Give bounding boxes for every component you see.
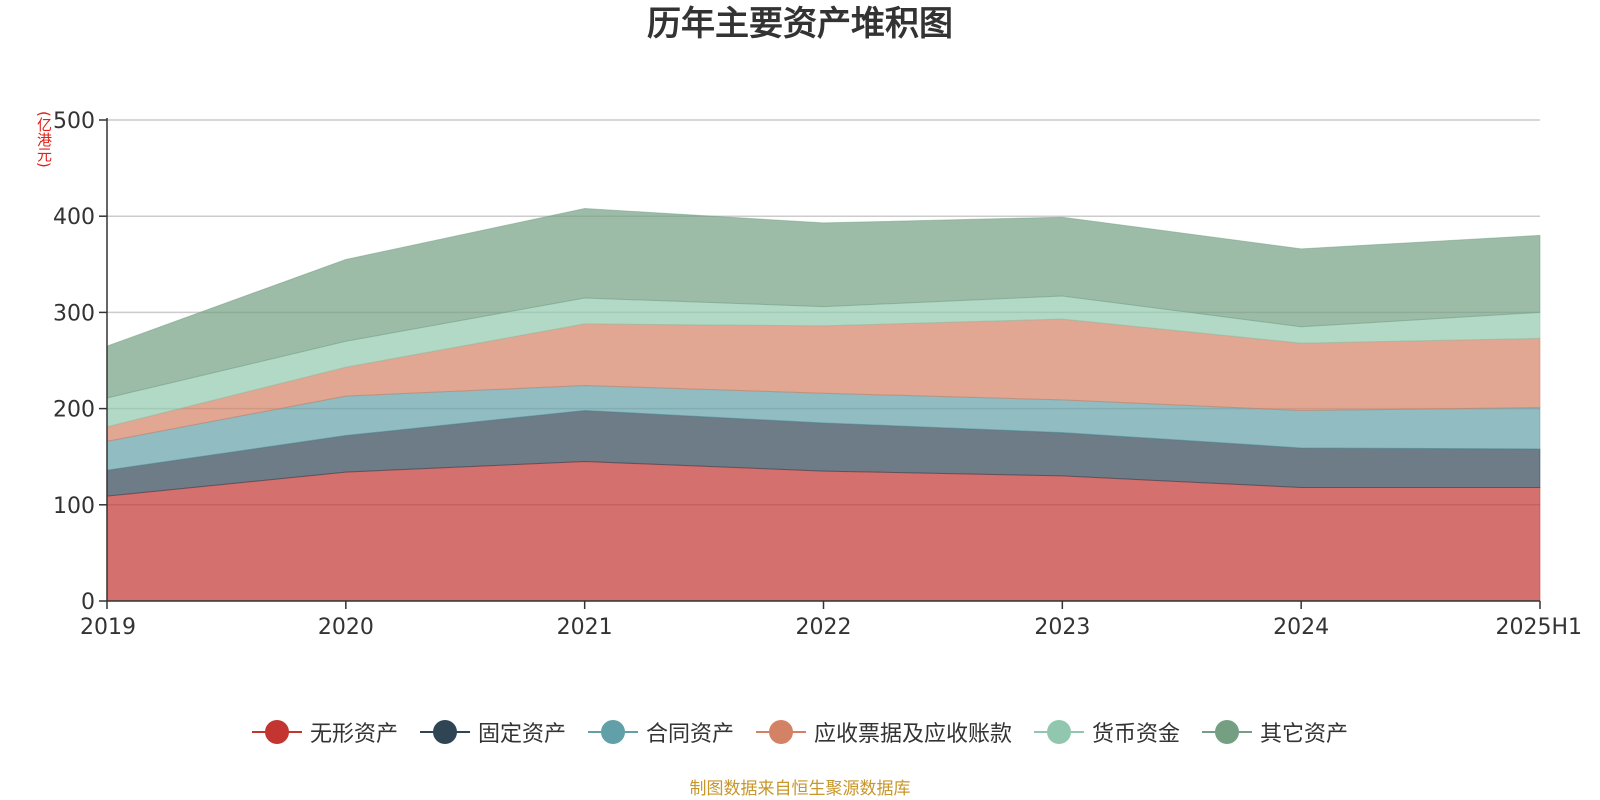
area-series-group xyxy=(106,207,1541,602)
x-tick-label-5: 2024 xyxy=(1273,615,1329,640)
legend-item-4[interactable]: 货币资金 xyxy=(1034,716,1180,748)
legend-marker-icon xyxy=(756,719,806,745)
legend-marker-icon xyxy=(251,719,302,745)
x-tick-label-6: 2025H1 xyxy=(1495,615,1582,640)
chart-title: 历年主要资产堆积图 xyxy=(647,4,953,44)
legend-marker-dot xyxy=(1215,720,1240,744)
legend-label: 合同资产 xyxy=(645,722,734,747)
x-tick-label-0: 2019 xyxy=(80,615,136,640)
legend-item-1[interactable]: 固定资产 xyxy=(419,716,566,748)
x-tick-label-2: 2021 xyxy=(557,615,613,640)
y-tick-label-4: 400 xyxy=(53,205,95,230)
legend-marker-icon xyxy=(419,719,470,745)
legend-marker-icon xyxy=(1202,719,1253,745)
legend-label: 固定资产 xyxy=(477,722,566,747)
legend-marker-icon xyxy=(587,719,638,745)
y-tick-label-3: 300 xyxy=(53,301,95,326)
y-tick-label-0: 0 xyxy=(81,590,95,615)
legend-marker-dot xyxy=(769,720,793,744)
legend-item-5[interactable]: 其它资产 xyxy=(1202,716,1348,748)
legend: 无形资产 固定资产 合同资产 应收票据及应收账款 货币资金 其它资产 xyxy=(0,712,1600,752)
legend-item-2[interactable]: 合同资产 xyxy=(587,716,734,748)
legend-marker-icon xyxy=(1034,719,1085,745)
legend-marker-dot xyxy=(432,720,457,744)
data-source-note: 制图数据来自恒生聚源数据库 xyxy=(689,779,911,799)
legend-marker-dot xyxy=(600,720,625,744)
legend-label: 其它资产 xyxy=(1260,722,1349,747)
axes: 0 100 200 300 400 500 2019 2020 2021 2022 2023 2024… xyxy=(53,109,1582,640)
legend-item-3[interactable]: 应收票据及应收账款 xyxy=(756,716,1012,748)
area-series-5[interactable] xyxy=(106,207,1541,399)
x-tick-label-3: 2022 xyxy=(796,615,852,640)
y-tick-label-1: 100 xyxy=(53,494,95,519)
x-tick-label-1: 2020 xyxy=(318,615,374,640)
x-tick-label-4: 2023 xyxy=(1034,615,1090,640)
legend-marker-dot xyxy=(264,720,289,744)
stacked-area-chart: 0 100 200 300 400 500 2019 2020 2021 2022 2023 2024… xyxy=(53,109,1582,640)
legend-label: 无形资产 xyxy=(309,722,398,747)
y-tick-label-5: 500 xyxy=(53,109,95,134)
legend-marker-dot xyxy=(1047,720,1072,744)
legend-item-0[interactable]: 无形资产 xyxy=(251,716,398,748)
legend-label: 货币资金 xyxy=(1092,722,1181,747)
y-axis-unit-label: (亿港元) xyxy=(35,110,53,168)
y-tick-label-2: 200 xyxy=(53,398,95,423)
legend-label: 应收票据及应收账款 xyxy=(814,722,1013,747)
